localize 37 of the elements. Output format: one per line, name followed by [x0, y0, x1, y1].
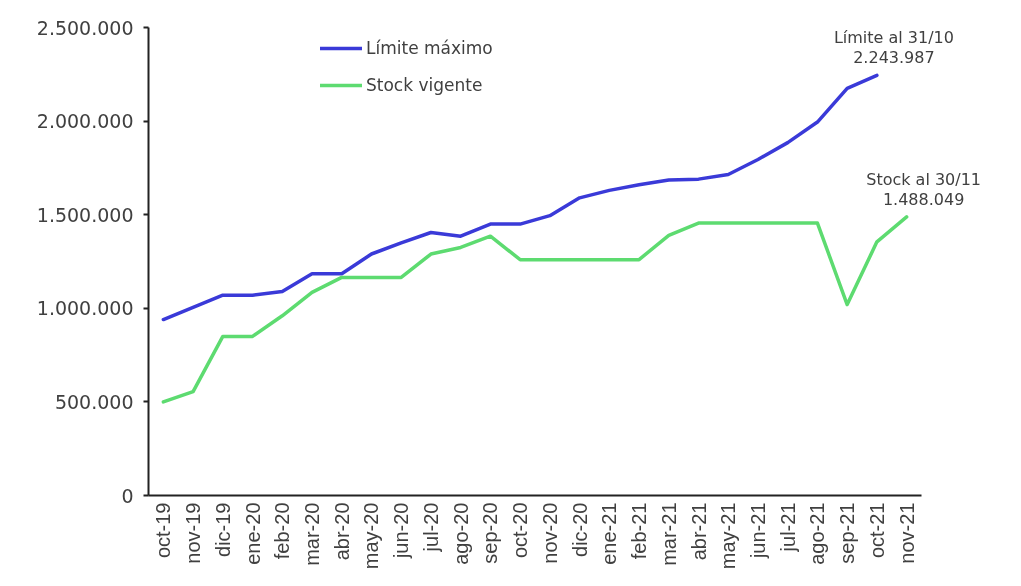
- x-tick-label: feb-20: [271, 502, 294, 560]
- x-tick-label: nov-21: [895, 502, 918, 564]
- x-tick-label: may-21: [717, 502, 740, 570]
- legend-label: Límite máximo: [366, 38, 493, 58]
- x-tick-label: nov-19: [182, 502, 205, 564]
- x-tick-label: ene-20: [241, 502, 264, 565]
- x-tick-label: mar-21: [657, 502, 680, 566]
- x-tick-label: oct-19: [152, 502, 175, 559]
- line-series: [161, 215, 909, 404]
- x-tick-label: jul-20: [419, 502, 442, 553]
- x-tick-label: sep-20: [479, 502, 502, 564]
- y-tick-label: 1.000.000: [36, 297, 134, 320]
- x-tick-label: may-20: [360, 502, 383, 570]
- x-tick-label: dic-20: [568, 502, 591, 557]
- y-tick-label: 2.500.000: [36, 16, 134, 39]
- x-tick-label: abr-21: [687, 502, 710, 561]
- x-tick-label: oct-21: [865, 502, 888, 559]
- y-tick-label: 1.500.000: [36, 203, 134, 226]
- x-tick-label: mar-20: [301, 502, 324, 566]
- x-tick-label: nov-20: [538, 502, 561, 564]
- annotation: Límite al 31/10 2.243.987: [833, 28, 954, 68]
- x-tick-label: sep-21: [836, 502, 859, 564]
- x-tick-label: dic-19: [211, 502, 234, 557]
- y-tick-label: 0: [121, 484, 134, 507]
- x-tick-label: jun-21: [746, 502, 769, 560]
- legend-label: Stock vigente: [366, 75, 483, 95]
- x-tick-label: jun-20: [390, 502, 413, 560]
- x-tick-label: jul-21: [776, 502, 799, 553]
- x-tick-label: ago-20: [449, 502, 472, 565]
- x-tick-label: abr-20: [330, 502, 353, 561]
- x-tick-label: feb-21: [628, 502, 651, 560]
- x-tick-label: oct-20: [509, 502, 532, 559]
- y-tick-label: 2.000.000: [36, 110, 134, 133]
- annotation: Stock al 30/11 1.488.049: [866, 169, 982, 209]
- x-tick-label: ene-21: [598, 502, 621, 565]
- y-tick-label: 500.000: [54, 390, 134, 413]
- x-tick-label: ago-21: [806, 502, 829, 565]
